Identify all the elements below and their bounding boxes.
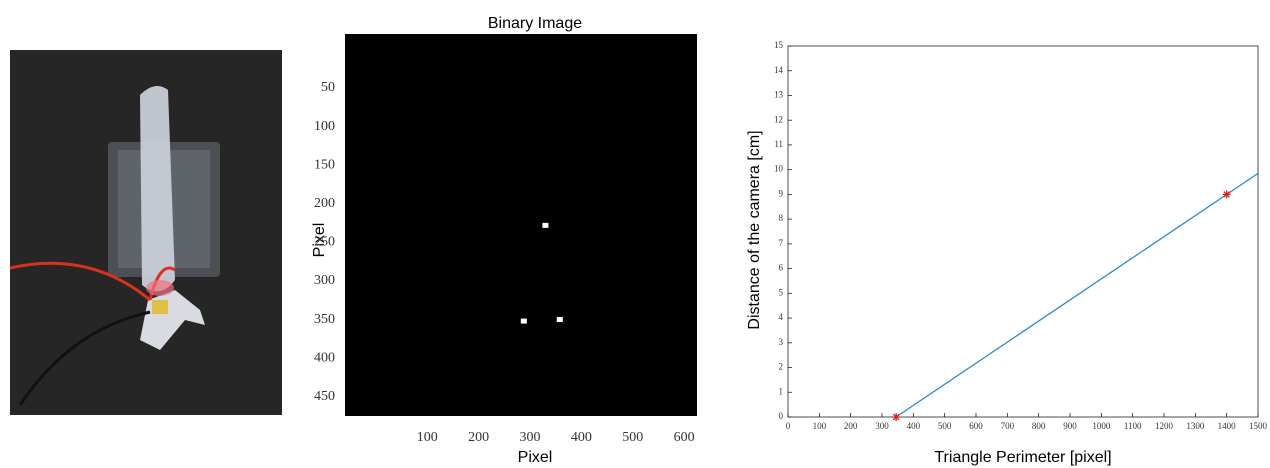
x-tick-label: 1100 [1124, 421, 1142, 431]
y-tick-label: 450 [314, 389, 335, 404]
y-tick-label: 0 [779, 411, 784, 421]
y-tick-label: 250 [314, 235, 335, 250]
line [895, 172, 1259, 418]
y-tick-label: 1 [779, 386, 784, 396]
x-tick-label: 500 [622, 430, 643, 445]
y-tick-label: 15 [774, 40, 784, 50]
y-tick-label: 7 [779, 238, 784, 248]
x-tick-label: 100 [417, 430, 438, 445]
x-tick-label: 200 [468, 430, 489, 445]
y-tick-label: 4 [779, 312, 784, 322]
y-tick-label: 10 [774, 164, 784, 174]
y-tick-label: 6 [779, 263, 784, 273]
y-tick-label: 100 [314, 119, 335, 134]
y-tick-label: 50 [321, 80, 335, 95]
y-tick-label: 2 [779, 362, 784, 372]
x-tick-label: 1400 [1218, 421, 1237, 431]
y-tick-label: 300 [314, 273, 335, 288]
x-tick-label: 1200 [1155, 421, 1174, 431]
x-tick-label: 900 [1063, 421, 1077, 431]
y-tick-label: 14 [774, 65, 784, 75]
x-tick-label: 400 [571, 430, 592, 445]
x-tick-label: 1000 [1092, 421, 1111, 431]
blob [542, 222, 549, 228]
x-tick-label: 300 [875, 421, 889, 431]
marker [892, 413, 901, 421]
y-tick-label: 200 [314, 196, 335, 211]
x-tick-label: 200 [844, 421, 858, 431]
y-tick-label: 9 [779, 188, 784, 198]
x-tick-label: 800 [1032, 421, 1046, 431]
y-axis-label: Pixel [311, 223, 328, 258]
y-tick-label: 400 [314, 350, 335, 365]
y-tick-label: 5 [779, 287, 784, 297]
photo [9, 50, 282, 415]
y-tick-label: 12 [774, 114, 783, 124]
x-axis-label: Pixel [518, 449, 553, 466]
y-tick-label: 3 [779, 337, 784, 347]
blob [520, 318, 527, 324]
x-tick-label: 1300 [1186, 421, 1205, 431]
x-tick-label: 600 [674, 430, 695, 445]
plot-area [787, 45, 1259, 418]
chart-title: Binary Image [488, 15, 582, 32]
x-axis-label: Triangle Perimeter [pixel] [934, 449, 1111, 466]
marker [1222, 190, 1231, 199]
x-tick-label: 400 [907, 421, 921, 431]
y-tick-label: 150 [314, 157, 335, 172]
x-tick-label: 100 [813, 421, 827, 431]
plot-area [345, 34, 697, 416]
x-tick-label: 0 [786, 421, 791, 431]
y-tick-label: 350 [314, 312, 335, 327]
y-axis-label: Distance of the camera [cm] [746, 130, 763, 329]
y-tick-label: 13 [774, 90, 784, 100]
x-tick-label: 1500 [1249, 421, 1268, 431]
y-tick-label: 11 [774, 139, 783, 149]
y-tick-label: 8 [779, 213, 784, 223]
x-tick-label: 700 [1001, 421, 1015, 431]
x-tick-label: 500 [938, 421, 952, 431]
x-tick-label: 600 [969, 421, 983, 431]
x-tick-label: 300 [519, 430, 540, 445]
blob [556, 317, 563, 323]
